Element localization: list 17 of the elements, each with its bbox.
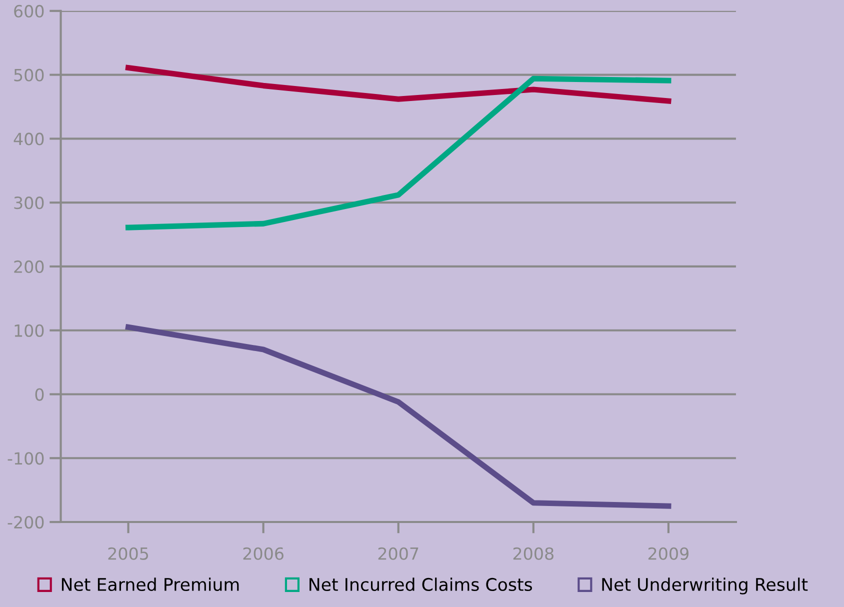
y-tick-label: -100 (8, 452, 44, 465)
y-tick-label: 0 (35, 388, 44, 401)
y-tick-label: 400 (14, 132, 44, 146)
x-tick-label: 2006 (243, 547, 284, 560)
y-tick-label: 600 (14, 4, 44, 18)
legend-label: Net Incurred Claims Costs (310, 578, 532, 592)
legend-label: Net Underwriting Result (602, 578, 808, 594)
y-tick-label: 100 (14, 324, 44, 337)
y-tick-label: 300 (14, 196, 44, 210)
legend-label: Net Earned Premium (62, 578, 239, 592)
y-tick-label: -200 (8, 516, 44, 529)
x-tick-label: 2007 (378, 547, 418, 560)
x-tick-label: 2009 (648, 547, 688, 560)
x-tick-label: 2008 (513, 547, 554, 560)
y-tick-label: 500 (14, 68, 44, 82)
y-tick-label: 200 (14, 260, 44, 274)
x-tick-label: 2005 (108, 547, 148, 560)
